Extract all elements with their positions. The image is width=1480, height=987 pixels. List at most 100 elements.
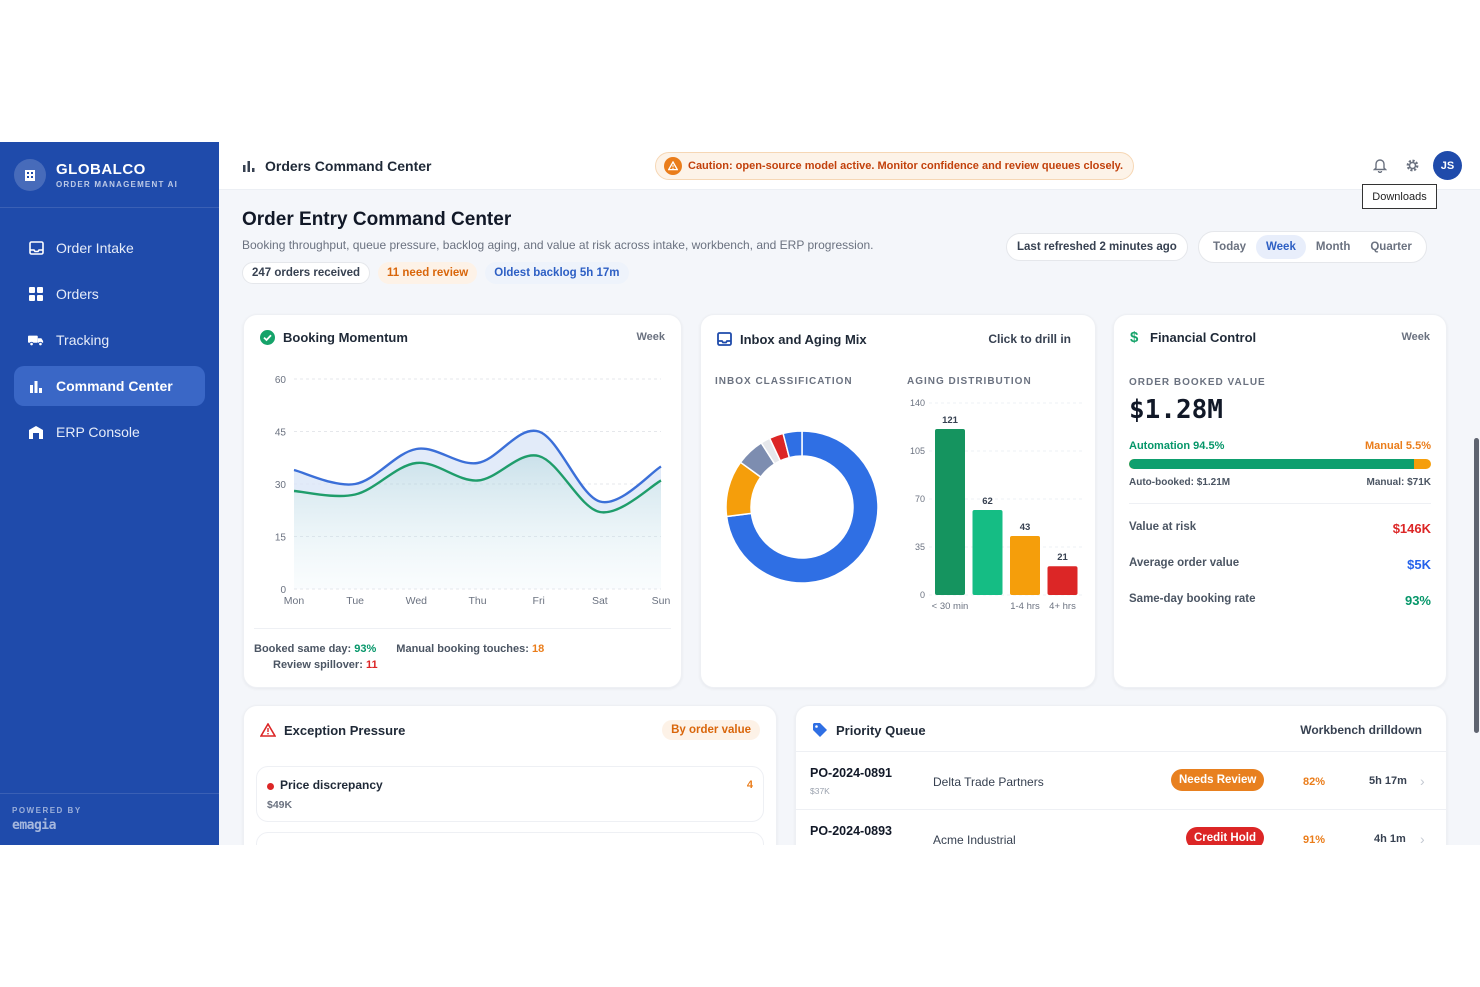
card-title: Inbox and Aging Mix xyxy=(740,331,867,347)
status-badge: Credit Hold xyxy=(1186,827,1264,845)
chevron-right-icon[interactable]: › xyxy=(1420,773,1425,789)
avatar[interactable]: JS xyxy=(1433,151,1462,180)
aging-distribution-chart[interactable]: 0 35 70 105 140 121 < 30 min 62 43 1-4 hrs 21 4+ hr… xyxy=(899,395,1089,625)
top-actions: JS xyxy=(1359,151,1462,180)
brand: GLOBALCO ORDER MANAGEMENT AI xyxy=(0,142,219,208)
check-circle-icon xyxy=(260,329,275,345)
y-tick-label: 105 xyxy=(910,446,925,456)
donut-slice[interactable] xyxy=(782,430,803,459)
card-period-tag: Week xyxy=(636,331,665,343)
y-tick-label: 30 xyxy=(275,480,287,491)
chevron-right-icon[interactable]: › xyxy=(1420,831,1425,845)
sidebar-item-erp-console[interactable]: ERP Console xyxy=(14,412,205,452)
topbar-title-text: Orders Command Center xyxy=(265,157,432,174)
truck-icon xyxy=(28,332,44,348)
need-review-chip: 11 need review xyxy=(378,262,478,284)
sidebar-item-command-center[interactable]: Command Center xyxy=(14,366,205,406)
period-quarter[interactable]: Quarter xyxy=(1370,241,1412,253)
sidebar-item-orders[interactable]: Orders xyxy=(14,274,205,314)
topbar: Orders Command Center Caution: open-sour… xyxy=(219,142,1480,190)
y-tick-label: 140 xyxy=(910,398,925,408)
vendor-logo: emagia xyxy=(12,818,56,833)
exception-count: 4 xyxy=(746,779,753,791)
sidebar-item-label: Order Intake xyxy=(56,240,134,256)
bell-icon[interactable] xyxy=(1369,155,1391,177)
booked-value-label: ORDER BOOKED VALUE xyxy=(1129,377,1266,388)
value-at-risk-row: Value at risk $146K xyxy=(1129,521,1431,536)
donut-slice[interactable] xyxy=(725,430,879,584)
period-week[interactable]: Week xyxy=(1256,235,1306,259)
po-number: PO-2024-0891 xyxy=(810,766,893,780)
sidebar: GLOBALCO ORDER MANAGEMENT AI Order Intak… xyxy=(0,142,219,845)
brand-subtitle: ORDER MANAGEMENT AI xyxy=(56,179,179,189)
y-tick-label: 15 xyxy=(275,533,287,544)
drill-in-link[interactable]: Click to drill in xyxy=(988,332,1071,346)
priority-row[interactable]: PO-2024-0893 Acme Industrial Credit Hold… xyxy=(796,809,1446,845)
warning-icon xyxy=(664,157,682,175)
auto-booked-value: Auto-booked: $1.21M xyxy=(1129,477,1231,488)
period-month[interactable]: Month xyxy=(1315,241,1351,253)
spillover-label: Review spillover: xyxy=(273,659,363,671)
card-title: Exception Pressure xyxy=(284,722,406,738)
same-day-label: Booked same day: xyxy=(254,643,352,655)
caution-banner: Caution: open-source model active. Monit… xyxy=(655,152,1134,180)
x-tick-label: Sun xyxy=(652,595,671,607)
aging-bar[interactable] xyxy=(1047,566,1078,595)
bar-value-label: 62 xyxy=(982,496,993,507)
building-logo-icon xyxy=(14,158,46,191)
exception-item[interactable] xyxy=(256,832,764,845)
x-tick-label: Fri xyxy=(533,595,545,607)
x-tick-label: Thu xyxy=(468,595,486,607)
inbox-aging-card[interactable]: Inbox and Aging Mix Click to drill in IN… xyxy=(700,314,1096,688)
booking-momentum-card: Booking Momentum Week 0 15 30 45 60 Mon Tue Wed… xyxy=(243,314,682,688)
x-tick-label: Mon xyxy=(284,595,305,607)
inbox-classification-donut[interactable] xyxy=(707,415,897,615)
summary-chips: 247 orders received 11 need review Oldes… xyxy=(242,262,637,284)
x-tick-label: Tue xyxy=(346,595,364,607)
sort-by-value-badge[interactable]: By order value xyxy=(662,720,760,740)
metric-value: $5K xyxy=(1407,557,1431,572)
priority-queue-card: Priority Queue Workbench drilldown PO-20… xyxy=(795,705,1447,845)
bar-value-label: 43 xyxy=(1020,522,1031,533)
gear-icon[interactable] xyxy=(1401,155,1423,177)
aging-distribution-label: AGING DISTRIBUTION xyxy=(907,376,1032,387)
aging-bar[interactable] xyxy=(972,509,1003,595)
y-tick-label: 0 xyxy=(280,585,286,596)
sidebar-item-order-intake[interactable]: Order Intake xyxy=(14,228,205,268)
automation-share: Automation 94.5% xyxy=(1129,440,1225,452)
card-title: Booking Momentum xyxy=(283,329,408,345)
oldest-backlog-chip: Oldest backlog 5h 17m xyxy=(485,262,629,284)
sidebar-item-tracking[interactable]: Tracking xyxy=(14,320,205,360)
inbox-icon xyxy=(28,240,44,256)
series-line xyxy=(293,454,662,514)
y-tick-label: 45 xyxy=(275,428,287,439)
sidebar-item-label: Orders xyxy=(56,286,99,302)
scrollbar-thumb[interactable] xyxy=(1474,438,1479,733)
sidebar-item-label: Tracking xyxy=(56,332,110,348)
spillover-value: 11 xyxy=(365,659,378,671)
automation-progress-bar xyxy=(1129,459,1431,469)
aging-bar[interactable] xyxy=(935,429,965,595)
automation-progress-fill xyxy=(1129,459,1415,469)
customer-name: Delta Trade Partners xyxy=(933,775,1044,789)
exception-pressure-card: Exception Pressure By order value Price … xyxy=(243,705,777,845)
metric-label: Value at risk xyxy=(1129,521,1197,533)
y-tick-label: 60 xyxy=(275,375,287,386)
priority-row[interactable]: PO-2024-0891 $37K Delta Trade Partners N… xyxy=(796,751,1446,809)
x-tick-label: 1-4 hrs xyxy=(1010,601,1040,612)
status-dot xyxy=(267,783,274,790)
manual-touches-value: 18 xyxy=(531,643,545,655)
bar-chart-icon xyxy=(28,378,44,394)
topbar-title: Orders Command Center xyxy=(243,158,431,174)
workbench-drilldown-link[interactable]: Workbench drilldown xyxy=(1300,723,1422,737)
exception-item-price-discrepancy[interactable]: Price discrepancy $49K 4 xyxy=(256,766,764,822)
downloads-tooltip: Downloads xyxy=(1362,184,1437,209)
metric-label: Average order value xyxy=(1129,557,1240,569)
po-number: PO-2024-0893 xyxy=(810,824,893,838)
y-tick-label: 35 xyxy=(915,542,925,552)
page-scrollbar[interactable] xyxy=(1472,202,1480,845)
aging-bar[interactable] xyxy=(1010,536,1040,595)
period-today[interactable]: Today xyxy=(1213,241,1247,253)
app-window: GLOBALCO ORDER MANAGEMENT AI Order Intak… xyxy=(0,142,1480,845)
page-title: Order Entry Command Center xyxy=(242,209,512,230)
